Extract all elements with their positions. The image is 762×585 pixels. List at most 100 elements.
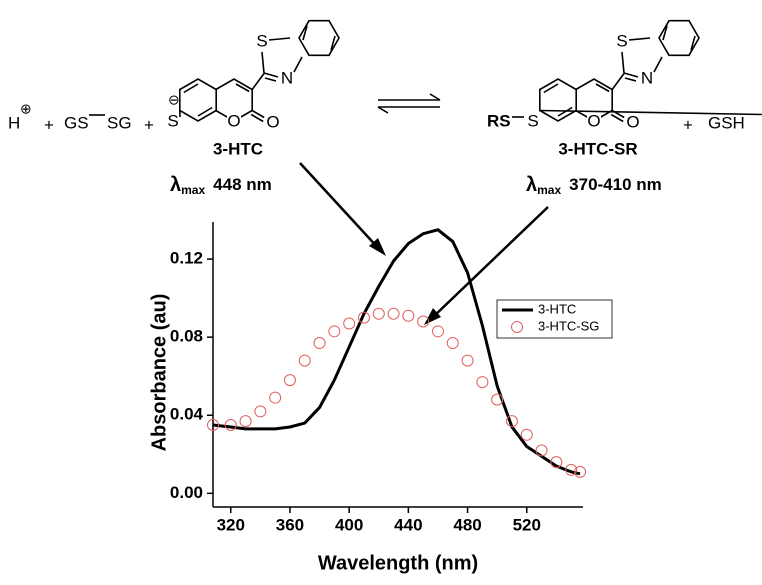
data-point xyxy=(550,456,563,469)
bond xyxy=(251,73,265,90)
data-point xyxy=(372,307,385,320)
data-point xyxy=(446,337,459,350)
data-point xyxy=(491,393,504,406)
reagent: GS xyxy=(64,113,89,132)
subscript: max xyxy=(181,183,205,197)
x-tick-label: 360 xyxy=(276,515,304,534)
data-point xyxy=(224,419,237,432)
compound-name: 3-HTC xyxy=(213,139,263,158)
bond xyxy=(621,51,625,74)
atom-bg xyxy=(587,114,601,128)
x-axis-label: Wavelength (nm) xyxy=(318,552,478,574)
plus: + xyxy=(44,115,54,134)
double-bond xyxy=(543,83,559,94)
bond xyxy=(623,72,639,78)
arrow-head xyxy=(429,93,441,101)
legend-marker xyxy=(511,321,523,333)
charge: ⊖ xyxy=(168,92,180,108)
atom-bg xyxy=(227,114,241,128)
lambda-max: λmax 370-410 nm xyxy=(526,174,662,197)
bond xyxy=(611,73,625,90)
arrow-head xyxy=(377,106,389,114)
symbol: λ xyxy=(170,174,181,196)
x-tick-label: 400 xyxy=(335,515,363,534)
data-point xyxy=(313,337,326,350)
bond xyxy=(261,51,265,74)
double-bond xyxy=(595,83,610,93)
data-point xyxy=(565,463,578,476)
data-point xyxy=(417,315,430,328)
data-point xyxy=(402,309,415,322)
atom: S xyxy=(256,31,267,50)
value: 448 nm xyxy=(213,175,272,194)
bond xyxy=(263,72,279,78)
data-point xyxy=(535,444,548,457)
atom: O xyxy=(227,111,240,130)
x-tick-label: 440 xyxy=(394,515,422,534)
legend-box xyxy=(496,299,613,339)
y-axis-label: Absorbance (au) xyxy=(148,294,170,452)
double-bond xyxy=(183,83,199,94)
bond xyxy=(251,109,265,119)
double-bond xyxy=(197,106,213,117)
data-point xyxy=(254,405,267,418)
data-point xyxy=(357,311,370,324)
plus: + xyxy=(683,115,693,134)
reagent: SG xyxy=(107,113,132,132)
x-tick-label: 480 xyxy=(453,515,481,534)
bond xyxy=(250,113,264,123)
plus: + xyxy=(144,115,154,134)
y-tick-label: 0.00 xyxy=(170,483,203,502)
bond xyxy=(610,113,624,123)
data-point xyxy=(520,428,533,441)
data-point xyxy=(269,391,282,404)
double-bond xyxy=(662,25,668,41)
bond xyxy=(653,56,663,73)
bond xyxy=(264,77,277,82)
data-point xyxy=(207,419,219,432)
bond xyxy=(268,37,291,41)
subscript: max xyxy=(537,183,561,197)
ring xyxy=(658,19,700,57)
plot: 0.00 0.04 0.08 0.12 320 360 400 440 480 520 Wavele… xyxy=(148,222,613,574)
double-bond xyxy=(330,35,336,51)
x-tick-label: 520 xyxy=(513,515,541,534)
symbol: λ xyxy=(526,174,537,196)
reaction-scheme: H ⊕ + GS SG + ⊖ S 3-HTC λmax 448 nm RS S … xyxy=(8,19,762,325)
data-point xyxy=(387,307,400,320)
ring xyxy=(539,78,577,122)
byproduct: GSH xyxy=(708,113,745,132)
annotation-arrow xyxy=(299,162,381,251)
annotation-arrow xyxy=(431,206,549,319)
bond xyxy=(539,109,762,116)
atom: S xyxy=(167,111,178,130)
x-tick-label: 320 xyxy=(217,515,245,534)
atom: O xyxy=(626,112,639,131)
ring xyxy=(179,78,217,122)
y-tick-label: 0.12 xyxy=(170,249,203,268)
data-point xyxy=(574,465,587,478)
atom: N xyxy=(281,68,293,87)
data-point xyxy=(239,415,252,428)
y-tick-label: 0.04 xyxy=(170,405,204,424)
bond xyxy=(293,56,303,73)
data-line xyxy=(212,228,581,476)
double-bond xyxy=(690,35,696,51)
compound-name: 3-HTC-SR xyxy=(558,139,637,158)
data-point xyxy=(505,415,518,428)
data-point xyxy=(431,325,444,338)
double-bond xyxy=(302,25,308,41)
legend-label: 3-HTC xyxy=(538,301,576,316)
bond xyxy=(624,77,637,82)
atom: O xyxy=(587,111,600,130)
double-bond xyxy=(235,83,250,93)
ring xyxy=(298,19,340,57)
data-point xyxy=(461,354,474,367)
atom: S xyxy=(616,31,627,50)
atom: O xyxy=(266,112,279,131)
data-point xyxy=(283,374,296,387)
legend-label: 3-HTC-SG xyxy=(538,318,599,333)
bond xyxy=(628,37,651,41)
substituent: RS xyxy=(487,111,511,130)
